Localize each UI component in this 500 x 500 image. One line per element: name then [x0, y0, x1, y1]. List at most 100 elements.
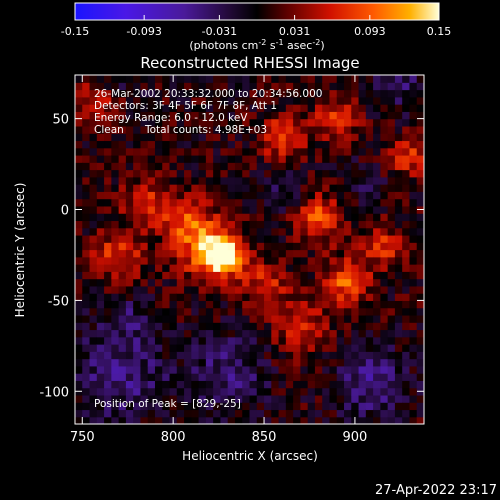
heatmap-cell — [380, 394, 389, 403]
heatmap-cell — [329, 278, 338, 287]
heatmap-cell — [402, 234, 411, 243]
heatmap-cell — [344, 184, 352, 192]
heatmap-cell — [82, 176, 91, 185]
heatmap-cell — [213, 409, 222, 418]
heatmap-cell — [147, 329, 156, 338]
heatmap-cell — [147, 154, 156, 163]
heatmap-cell — [213, 387, 222, 396]
heatmap-cell — [184, 271, 192, 280]
heatmap-cell — [358, 344, 367, 352]
heatmap-cell — [358, 176, 367, 185]
heatmap-cell — [300, 169, 309, 178]
heatmap-cell — [89, 322, 98, 331]
heatmap-cell — [205, 329, 214, 338]
heatmap-cell — [409, 336, 418, 345]
heatmap-cell — [285, 300, 294, 309]
heatmap-cell — [133, 169, 142, 178]
heatmap-cell — [82, 82, 91, 91]
heatmap-cell — [75, 125, 83, 134]
heatmap-cell — [227, 380, 236, 389]
heatmap-cell — [293, 133, 301, 142]
heatmap-cell — [249, 184, 258, 192]
heatmap-cell — [75, 176, 83, 185]
heatmap-cell — [111, 227, 120, 236]
heatmap-cell — [329, 336, 338, 345]
heatmap-cell — [329, 365, 338, 374]
heatmap-cell — [82, 373, 91, 381]
heatmap-cell — [322, 358, 331, 367]
heatmap-cell — [416, 191, 424, 200]
heatmap-cell — [191, 416, 200, 424]
heatmap-cell — [162, 176, 171, 185]
heatmap-cell — [329, 409, 338, 418]
heatmap-cell — [96, 234, 105, 243]
heatmap-cell — [314, 264, 323, 272]
heatmap-cell — [133, 358, 142, 367]
heatmap-cell — [256, 89, 265, 98]
heatmap-cell — [191, 169, 200, 178]
heatmap-cell — [336, 205, 345, 214]
heatmap-cell — [169, 329, 178, 338]
heatmap-cell — [402, 176, 411, 185]
heatmap-cell — [329, 213, 338, 222]
heatmap-cell — [300, 234, 309, 243]
heatmap-cell — [373, 394, 381, 403]
heatmap-cell — [205, 300, 214, 309]
heatmap-cell — [300, 314, 309, 323]
heatmap-cell — [162, 314, 171, 323]
heatmap-cell — [278, 184, 287, 192]
heatmap-cell — [96, 227, 105, 236]
heatmap-cell — [256, 213, 265, 222]
heatmap-cell — [387, 271, 396, 280]
heatmap-cell — [278, 387, 287, 396]
heatmap-cell — [249, 242, 258, 251]
heatmap-cell — [118, 402, 127, 411]
heatmap-cell — [314, 89, 323, 98]
heatmap-cell — [365, 300, 374, 309]
heatmap-cell — [205, 285, 214, 294]
heatmap-cell — [278, 89, 287, 98]
heatmap-cell — [278, 140, 287, 149]
heatmap-cell — [227, 133, 236, 142]
heatmap-cell — [249, 169, 258, 178]
heatmap-cell — [300, 162, 309, 171]
heatmap-cell — [154, 176, 163, 185]
heatmap-cell — [373, 293, 381, 301]
heatmap-cell — [125, 133, 134, 142]
heatmap-cell — [191, 147, 200, 156]
heatmap-cell — [314, 336, 323, 345]
heatmap-cell — [118, 365, 127, 374]
heatmap-cell — [358, 394, 367, 403]
heatmap-cell — [198, 300, 207, 309]
heatmap-cell — [75, 329, 83, 338]
heatmap-cell — [191, 140, 200, 149]
heatmap-cell — [387, 351, 396, 360]
heatmap-cell — [322, 394, 331, 403]
heatmap-cell — [380, 373, 389, 381]
heatmap-cell — [205, 133, 214, 142]
heatmap-cell — [285, 140, 294, 149]
heatmap-cell — [351, 314, 360, 323]
heatmap-cell — [264, 213, 272, 222]
heatmap-cell — [147, 314, 156, 323]
heatmap-cell — [249, 373, 258, 381]
heatmap-cell — [169, 111, 178, 120]
heatmap-cell — [336, 373, 345, 381]
heatmap-cell — [351, 220, 360, 229]
heatmap-cell — [351, 133, 360, 142]
heatmap-cell — [358, 249, 367, 258]
heatmap-cell — [249, 351, 258, 360]
heatmap-cell — [256, 118, 265, 127]
heatmap-cell — [184, 380, 192, 389]
heatmap-cell — [154, 205, 163, 214]
heatmap-cell — [213, 271, 222, 280]
heatmap-cell — [409, 125, 418, 134]
heatmap-cell — [133, 162, 142, 171]
heatmap-cell — [300, 213, 309, 222]
heatmap-cell — [213, 329, 222, 338]
heatmap-cell — [118, 118, 127, 127]
heatmap-cell — [133, 227, 142, 236]
heatmap-cell — [133, 176, 142, 185]
heatmap-cell — [82, 264, 91, 272]
heatmap-cell — [285, 227, 294, 236]
